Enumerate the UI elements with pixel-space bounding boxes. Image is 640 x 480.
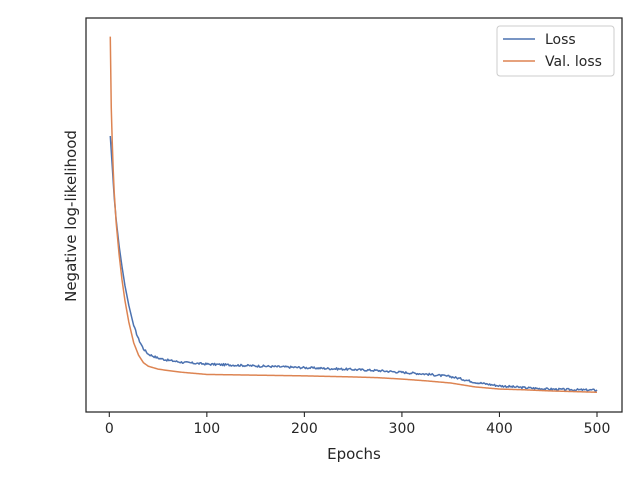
- x-tick-label-300: 300: [389, 421, 416, 437]
- series-line-loss: [109, 135, 598, 392]
- x-tick-label-0: 0: [105, 421, 114, 437]
- legend-label-loss: Loss: [545, 32, 576, 48]
- y-axis-label: Negative log-likelihood: [62, 130, 80, 302]
- x-tick-label-100: 100: [193, 421, 220, 437]
- series-line-val-loss: [109, 36, 598, 394]
- axes: 0 100 200 300 400 500: [105, 412, 611, 437]
- legend-label-val-loss: Val. loss: [545, 54, 602, 70]
- plot-frame: [85, 17, 623, 413]
- x-tick-label-400: 400: [486, 421, 513, 437]
- x-tick-label-200: 200: [291, 421, 318, 437]
- x-axis-label: Epochs: [327, 445, 381, 463]
- x-tick-label-500: 500: [584, 421, 611, 437]
- legend: Loss Val. loss: [496, 25, 615, 77]
- plot-area: [109, 36, 598, 394]
